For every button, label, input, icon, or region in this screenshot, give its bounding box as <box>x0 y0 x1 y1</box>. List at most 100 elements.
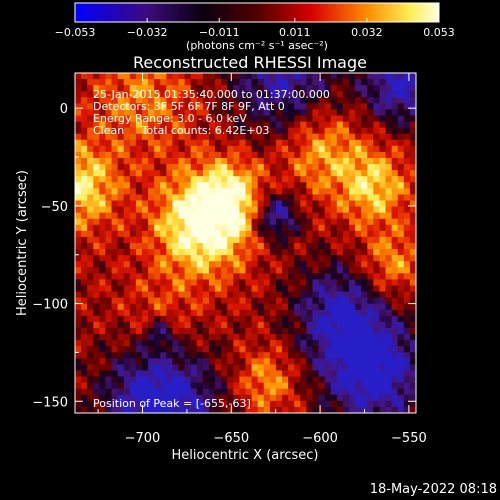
heatmap-cell <box>123 273 131 280</box>
heatmap-cell <box>99 243 106 250</box>
heatmap-cell <box>148 358 155 365</box>
heatmap-cell <box>166 406 173 413</box>
heatmap-cell <box>233 358 240 365</box>
heatmap-cell <box>190 139 198 147</box>
heatmap-cell <box>282 267 289 274</box>
heatmap-cell <box>385 194 393 201</box>
heatmap-cell <box>318 309 326 317</box>
heatmap-cell <box>349 261 356 268</box>
heatmap-cell <box>172 358 179 365</box>
heatmap-cell <box>141 230 149 238</box>
heatmap-cell <box>123 334 131 341</box>
heatmap-cell <box>275 321 283 329</box>
heatmap-cell <box>300 243 307 250</box>
heatmap-cell <box>403 127 411 135</box>
heatmap-cell <box>288 115 295 122</box>
heatmap-cell <box>312 91 319 98</box>
heatmap-cell <box>409 133 416 141</box>
heatmap-cell <box>349 73 356 80</box>
heatmap-cell <box>178 297 186 305</box>
heatmap-cell <box>117 249 125 256</box>
heatmap-cell <box>306 85 313 92</box>
heatmap-cell <box>300 85 307 92</box>
heatmap-cell <box>251 85 259 92</box>
heatmap-cell <box>324 297 332 305</box>
heatmap-cell <box>397 85 405 92</box>
heatmap-cell <box>275 103 283 110</box>
heatmap-cell <box>324 164 332 171</box>
heatmap-cell <box>361 139 368 147</box>
heatmap-cell <box>300 388 307 396</box>
heatmap-cell <box>269 151 277 159</box>
heatmap-cell <box>221 352 228 359</box>
heatmap-cell <box>105 224 112 232</box>
heatmap-cell <box>154 236 161 244</box>
heatmap-cell <box>361 370 368 377</box>
heatmap-cell <box>367 206 374 214</box>
heatmap-cell <box>257 297 265 305</box>
heatmap-cell <box>342 133 350 141</box>
heatmap-cell <box>336 315 344 323</box>
heatmap-cell <box>251 376 259 384</box>
heatmap-cell <box>117 328 125 335</box>
heatmap-cell <box>81 364 88 371</box>
heatmap-cell <box>245 309 252 317</box>
heatmap-cell <box>300 315 307 323</box>
heatmap-cell <box>160 376 167 384</box>
heatmap-cell <box>312 255 319 262</box>
heatmap-cell <box>184 285 192 292</box>
heatmap-cell <box>239 212 246 220</box>
heatmap-cell <box>367 273 374 280</box>
heatmap-cell <box>221 158 228 165</box>
heatmap-cell <box>172 382 179 390</box>
heatmap-cell <box>239 388 246 396</box>
heatmap-cell <box>148 109 155 116</box>
heatmap-cell <box>306 321 313 329</box>
heatmap-cell <box>324 315 332 323</box>
heatmap-cell <box>141 291 149 299</box>
heatmap-cell <box>282 406 289 413</box>
heatmap-cell <box>336 188 344 195</box>
heatmap-cell <box>379 376 386 384</box>
heatmap-cell <box>263 182 271 189</box>
heatmap-cell <box>99 267 106 274</box>
heatmap-cell <box>93 97 100 104</box>
heatmap-cell <box>166 261 173 268</box>
heatmap-cell <box>227 364 234 371</box>
heatmap-cell <box>306 358 313 365</box>
heatmap-cell <box>148 279 155 286</box>
heatmap-cell <box>233 297 240 305</box>
heatmap-cell <box>117 127 125 135</box>
heatmap-cell <box>288 370 295 377</box>
heatmap-cell <box>263 249 271 256</box>
heatmap-cell <box>87 194 94 201</box>
heatmap-cell <box>306 109 313 116</box>
heatmap-cell <box>361 158 368 165</box>
heatmap-cell <box>324 394 332 402</box>
heatmap-cell <box>141 79 149 86</box>
heatmap-cell <box>385 91 393 98</box>
heatmap-cell <box>409 109 416 116</box>
heatmap-cell <box>349 224 356 232</box>
heatmap-cell <box>135 170 143 177</box>
heatmap-cell <box>87 249 94 256</box>
heatmap-cell <box>184 376 192 384</box>
heatmap-cell <box>288 109 295 116</box>
heatmap-cell <box>385 218 393 226</box>
heatmap-cell <box>379 267 386 274</box>
heatmap-cell <box>227 340 234 347</box>
colorbar-unit-label: (photons cm⁻² s⁻¹ asec⁻²) <box>186 39 328 52</box>
heatmap-cell <box>385 394 393 402</box>
heatmap-cell <box>349 334 356 341</box>
heatmap-cell <box>135 358 143 365</box>
heatmap-cell <box>409 285 416 292</box>
heatmap-cell <box>123 103 131 110</box>
heatmap-cell <box>172 334 179 341</box>
heatmap-cell <box>251 358 259 365</box>
heatmap-cell <box>117 273 125 280</box>
heatmap-cell <box>361 303 368 311</box>
heatmap-cell <box>87 291 94 299</box>
heatmap-cell <box>154 230 161 238</box>
heatmap-cell <box>251 400 259 408</box>
heatmap-cell <box>148 79 155 86</box>
